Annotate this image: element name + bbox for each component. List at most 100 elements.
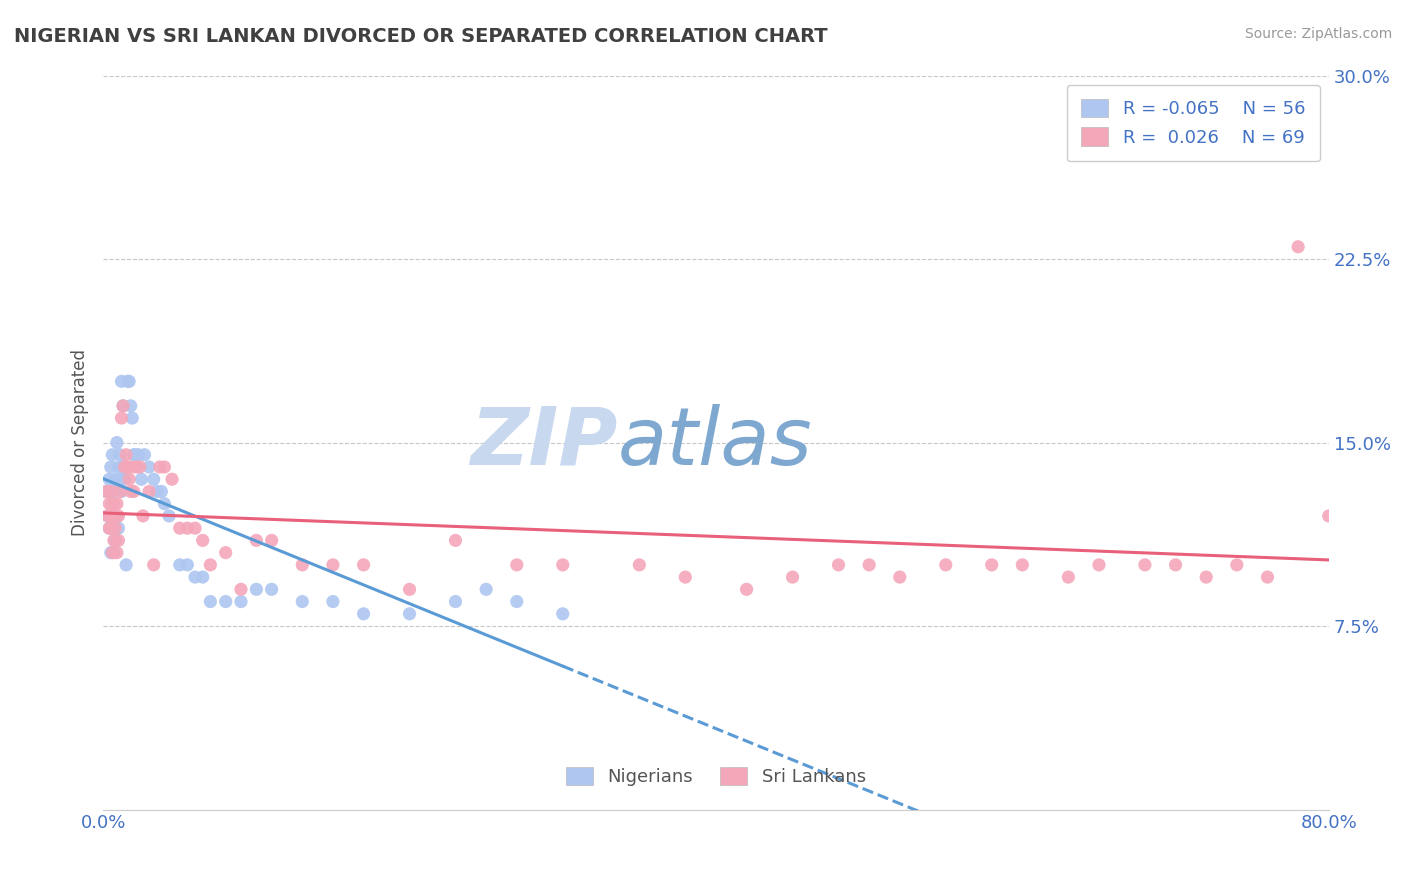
Point [114, 460, 136, 475]
Legend: Nigerians, Sri Lankans: Nigerians, Sri Lankans [551, 752, 880, 800]
Point [551, 607, 574, 621]
Point [138, 460, 160, 475]
Point [101, 448, 124, 462]
Point [1195, 570, 1218, 584]
Y-axis label: Divorced or Separated: Divorced or Separated [72, 349, 89, 536]
Point [108, 472, 131, 486]
Point [1088, 558, 1111, 572]
Point [105, 508, 128, 523]
Point [117, 460, 139, 475]
Point [398, 582, 420, 597]
Text: Source: ZipAtlas.com: Source: ZipAtlas.com [1244, 27, 1392, 41]
Point [889, 570, 911, 584]
Point [112, 399, 135, 413]
Point [134, 448, 156, 462]
Point [101, 497, 124, 511]
Point [153, 460, 176, 475]
Point [229, 582, 252, 597]
Point [98, 497, 121, 511]
Point [103, 533, 125, 548]
Point [104, 521, 127, 535]
Point [322, 594, 344, 608]
Point [100, 521, 122, 535]
Point [215, 594, 238, 608]
Point [322, 558, 344, 572]
Point [97, 508, 120, 523]
Point [110, 375, 132, 389]
Point [121, 460, 143, 475]
Point [112, 460, 135, 475]
Point [1317, 508, 1340, 523]
Point [735, 582, 758, 597]
Point [103, 497, 125, 511]
Point [107, 508, 129, 523]
Point [176, 558, 198, 572]
Point [118, 472, 141, 486]
Point [101, 508, 124, 523]
Point [107, 521, 129, 535]
Point [935, 558, 957, 572]
Point [506, 558, 529, 572]
Point [229, 594, 252, 608]
Point [118, 375, 141, 389]
Point [628, 558, 651, 572]
Point [398, 607, 420, 621]
Point [827, 558, 849, 572]
Point [100, 484, 122, 499]
Text: atlas: atlas [617, 403, 813, 482]
Point [506, 594, 529, 608]
Point [121, 411, 143, 425]
Point [149, 460, 172, 475]
Point [215, 546, 238, 560]
Point [245, 533, 267, 548]
Point [191, 533, 214, 548]
Point [200, 594, 222, 608]
Point [200, 558, 222, 572]
Point [108, 448, 131, 462]
Point [142, 558, 165, 572]
Point [1057, 570, 1080, 584]
Point [124, 448, 146, 462]
Point [184, 521, 207, 535]
Point [125, 460, 148, 475]
Point [110, 411, 132, 425]
Point [120, 484, 142, 499]
Point [1226, 558, 1249, 572]
Point [353, 558, 375, 572]
Point [107, 460, 129, 475]
Point [100, 460, 122, 475]
Point [103, 546, 125, 560]
Point [1286, 240, 1309, 254]
Point [120, 399, 142, 413]
Point [176, 521, 198, 535]
Point [117, 375, 139, 389]
Point [97, 508, 120, 523]
Point [107, 533, 129, 548]
Point [98, 521, 121, 535]
Point [444, 594, 467, 608]
Point [1164, 558, 1187, 572]
Point [114, 472, 136, 486]
Point [112, 399, 135, 413]
Point [98, 521, 121, 535]
Point [122, 484, 145, 499]
Point [245, 582, 267, 597]
Point [100, 546, 122, 560]
Point [291, 558, 314, 572]
Point [138, 484, 160, 499]
Point [153, 497, 176, 511]
Point [673, 570, 696, 584]
Point [103, 484, 125, 499]
Point [115, 558, 138, 572]
Point [169, 558, 191, 572]
Point [1011, 558, 1033, 572]
Point [105, 546, 128, 560]
Point [291, 594, 314, 608]
Point [127, 448, 149, 462]
Point [132, 508, 155, 523]
Point [475, 582, 498, 597]
Point [782, 570, 804, 584]
Point [105, 435, 128, 450]
Point [108, 484, 131, 499]
Point [122, 448, 145, 462]
